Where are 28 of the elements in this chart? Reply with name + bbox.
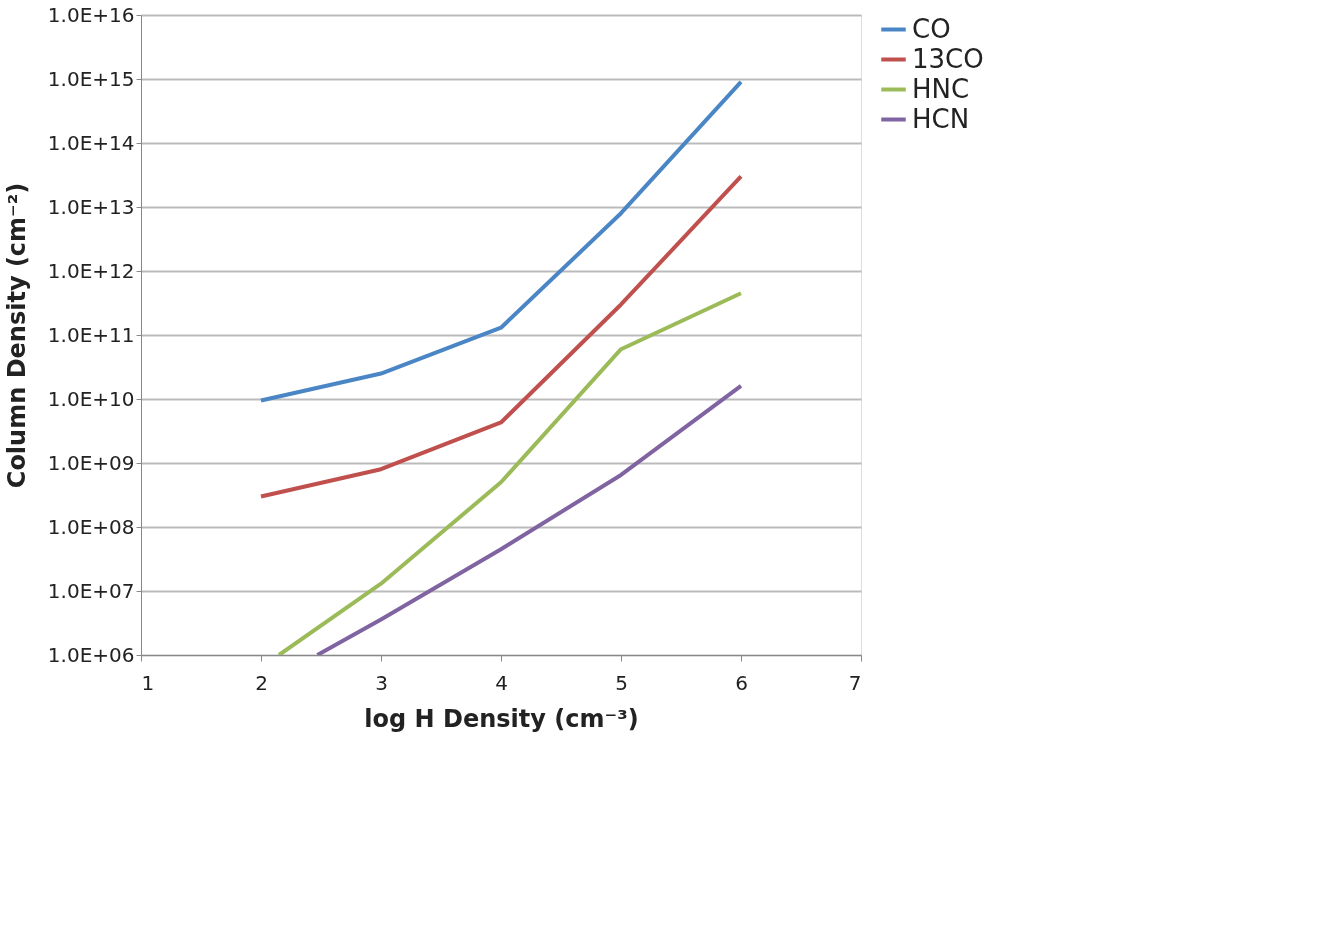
legend-label: HNC [912,73,970,104]
legend-label: HCN [912,103,970,134]
y-tick-label: 1.0E+12 [47,258,135,283]
legend-label: 13CO [912,43,984,74]
x-tick-label: 3 [375,670,388,695]
y-tick-label: 1.0E+14 [47,130,135,155]
x-tick-label: 6 [735,670,748,695]
x-tick-label: 5 [615,670,628,695]
y-tick-label: 1.0E+07 [47,578,135,603]
legend-label: CO [912,13,951,44]
line-series [277,291,743,655]
line-series [259,79,743,403]
x-axis-title: log H Density (cm⁻³) [364,704,639,733]
y-tick-label: 1.0E+11 [47,322,135,347]
y-tick-label: 1.0E+08 [47,514,135,539]
line-series [259,174,743,499]
x-tick-label: 4 [495,670,508,695]
y-tick-label: 1.0E+06 [47,642,135,667]
x-tick-label: 1 [141,670,155,695]
y-tick-label: 1.0E+16 [47,2,135,27]
y-tick-label: 1.0E+13 [47,194,135,219]
line-series [315,383,743,655]
x-tick-label: 2 [255,670,268,695]
y-tick-label: 1.0E+10 [47,386,135,411]
y-tick-label: 1.0E+15 [47,66,135,91]
y-axis-title: Column Density (cm⁻²) [2,182,31,489]
x-tick-label: 7 [848,670,862,695]
y-tick-label: 1.0E+09 [47,450,135,475]
